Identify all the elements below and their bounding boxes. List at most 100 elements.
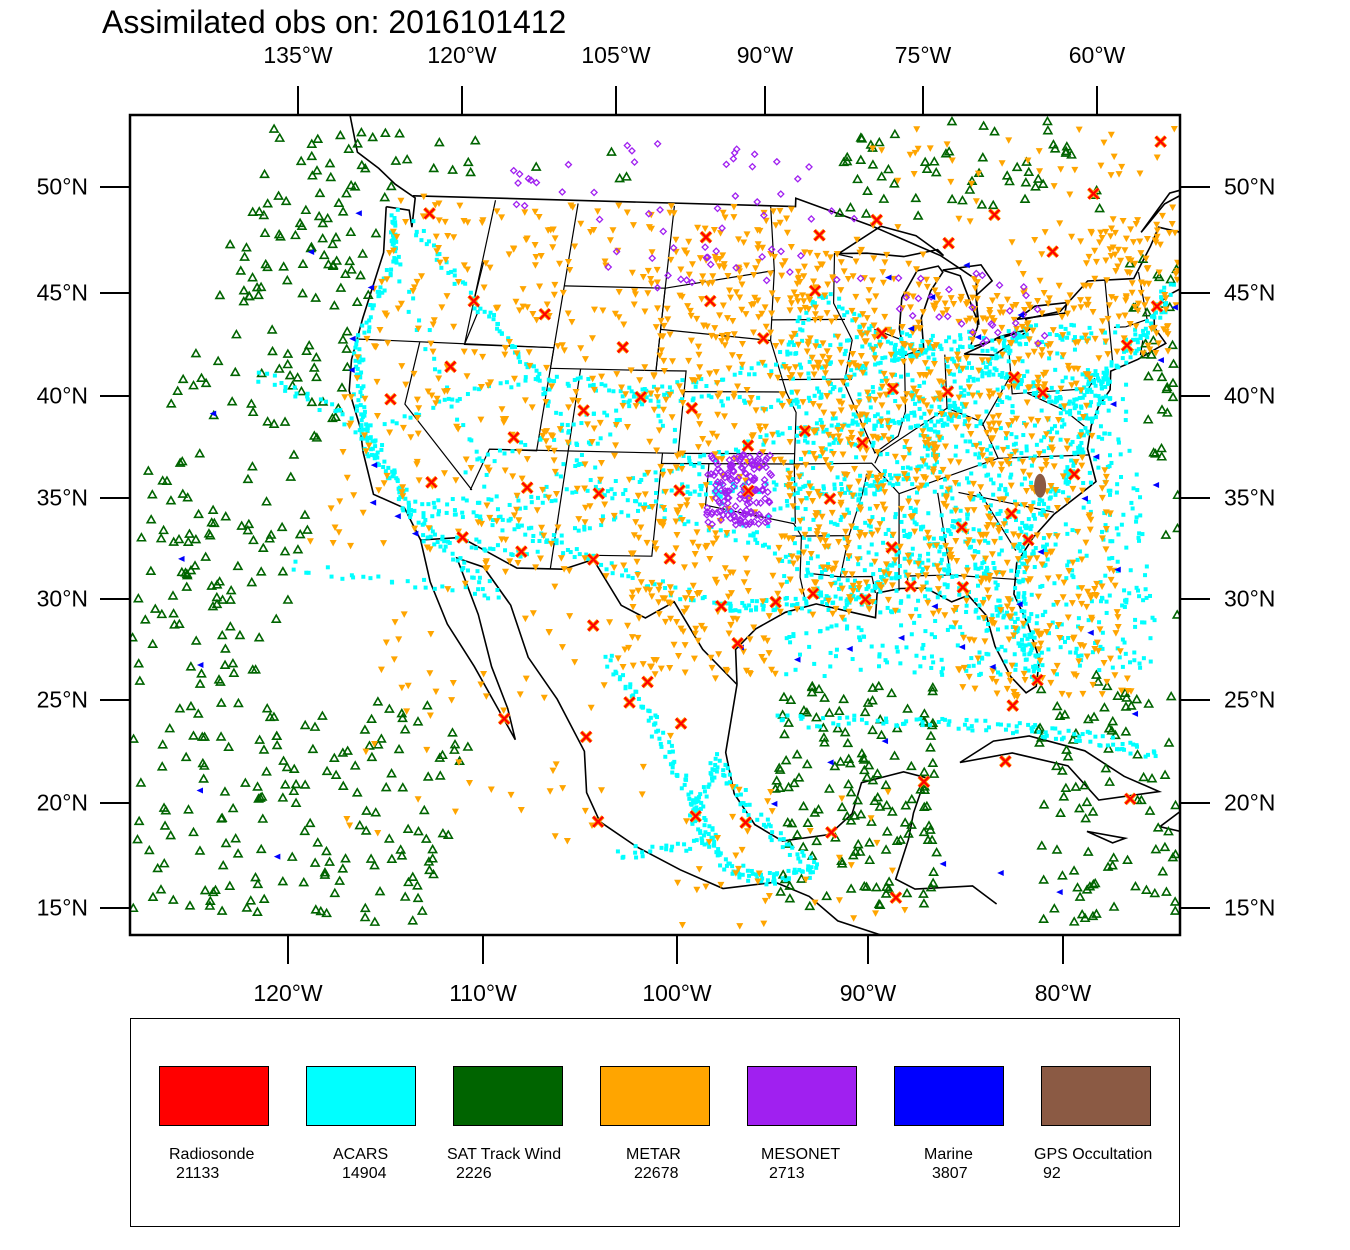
sat-track-wind-marker xyxy=(1165,273,1177,284)
acars-marker xyxy=(1077,549,1082,554)
acars-marker xyxy=(409,508,414,513)
sat-track-wind-marker xyxy=(836,801,848,812)
acars-marker xyxy=(873,585,878,590)
acars-marker xyxy=(980,370,985,375)
sat-track-wind-marker xyxy=(886,806,898,816)
acars-marker xyxy=(568,550,573,555)
acars-marker xyxy=(1024,657,1029,662)
metar-marker xyxy=(869,346,877,354)
acars-marker xyxy=(856,625,861,630)
metar-marker xyxy=(835,433,843,440)
acars-marker xyxy=(516,525,521,530)
acars-marker xyxy=(807,875,812,880)
sat-track-wind-marker xyxy=(196,372,207,382)
acars-marker xyxy=(873,344,878,349)
acars-marker xyxy=(400,506,405,511)
metar-marker xyxy=(413,278,421,286)
acars-marker xyxy=(625,498,630,503)
metar-marker xyxy=(797,498,805,505)
metar-marker xyxy=(362,448,370,455)
acars-marker xyxy=(1014,517,1019,522)
acars-marker xyxy=(647,504,652,509)
acars-marker xyxy=(471,510,476,515)
sat-track-wind-marker xyxy=(1056,765,1068,775)
sat-track-wind-marker xyxy=(156,761,168,771)
acars-marker xyxy=(838,582,843,587)
acars-marker xyxy=(392,468,397,473)
metar-marker xyxy=(866,470,874,478)
sat-track-wind-marker xyxy=(864,837,875,847)
acars-marker xyxy=(775,605,780,610)
acars-marker xyxy=(806,376,811,381)
metar-marker xyxy=(596,419,604,427)
acars-marker xyxy=(654,478,659,483)
acars-marker xyxy=(1040,613,1045,618)
sat-track-wind-marker xyxy=(798,705,810,715)
acars-marker xyxy=(1122,604,1127,609)
sat-track-wind-marker xyxy=(279,546,291,556)
acars-marker xyxy=(1037,502,1042,507)
acars-marker xyxy=(795,505,800,510)
metar-marker xyxy=(628,269,636,277)
acars-marker xyxy=(656,404,661,409)
acars-marker xyxy=(1016,641,1021,646)
acars-marker xyxy=(778,831,783,836)
acars-marker xyxy=(1103,523,1108,528)
sat-track-wind-marker xyxy=(366,713,377,724)
acars-marker xyxy=(354,408,359,413)
sat-track-wind-marker xyxy=(783,717,794,727)
sat-track-wind-marker xyxy=(236,520,248,530)
acars-marker xyxy=(1027,616,1032,621)
acars-marker xyxy=(758,872,763,877)
acars-marker xyxy=(304,570,309,575)
sat-track-wind-marker xyxy=(341,343,353,353)
acars-marker xyxy=(998,672,1003,677)
metar-marker xyxy=(1107,576,1115,584)
acars-marker xyxy=(1128,355,1133,360)
acars-marker xyxy=(1055,351,1060,356)
acars-marker xyxy=(879,423,884,428)
metar-marker xyxy=(537,253,545,260)
sat-track-wind-marker xyxy=(1108,852,1120,862)
sat-track-wind-marker xyxy=(859,764,870,775)
acars-marker xyxy=(726,861,731,866)
sat-track-wind-marker xyxy=(299,509,311,519)
metar-marker xyxy=(1029,327,1037,335)
metar-marker xyxy=(531,262,539,269)
sat-track-wind-marker xyxy=(987,199,999,210)
metar-marker xyxy=(707,654,715,662)
acars-marker xyxy=(895,649,900,654)
sat-track-wind-marker xyxy=(135,777,147,787)
metar-marker xyxy=(429,321,437,328)
acars-marker xyxy=(338,408,343,413)
acars-marker xyxy=(957,592,962,597)
metar-marker xyxy=(694,637,702,645)
acars-marker xyxy=(461,496,466,501)
sat-track-wind-marker xyxy=(918,801,930,812)
metar-marker xyxy=(547,540,555,548)
acars-marker xyxy=(939,435,944,440)
sat-track-wind-marker xyxy=(1107,860,1118,870)
sat-track-wind-marker xyxy=(782,817,794,827)
sat-track-wind-marker xyxy=(1059,709,1071,719)
sat-track-wind-marker xyxy=(437,827,449,838)
acars-marker xyxy=(342,422,347,427)
sat-track-wind-marker xyxy=(242,473,254,484)
metar-marker xyxy=(846,594,854,601)
sat-track-wind-marker xyxy=(412,892,424,903)
metar-marker xyxy=(462,456,470,463)
acars-marker xyxy=(835,522,840,527)
acars-marker xyxy=(1058,403,1063,408)
acars-marker xyxy=(975,390,980,395)
acars-marker xyxy=(553,498,558,503)
acars-marker xyxy=(1141,598,1146,603)
metar-marker xyxy=(986,572,994,580)
metar-marker xyxy=(874,484,882,491)
metar-marker xyxy=(658,347,666,354)
acars-marker xyxy=(912,620,917,625)
metar-marker xyxy=(622,391,630,398)
metar-marker xyxy=(655,427,663,434)
acars-marker xyxy=(1131,337,1136,342)
acars-marker xyxy=(1105,381,1110,386)
acars-marker xyxy=(996,670,1001,675)
